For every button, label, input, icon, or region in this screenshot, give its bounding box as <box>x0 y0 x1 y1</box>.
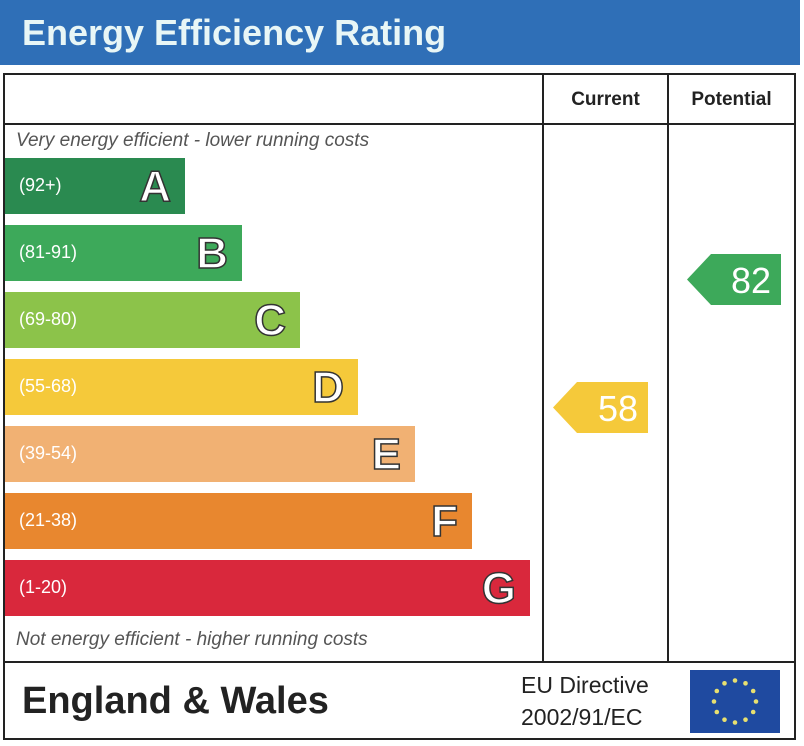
title-bar <box>0 0 800 65</box>
band-letter: C <box>253 295 286 346</box>
star <box>722 717 727 722</box>
divider <box>3 123 796 125</box>
star <box>750 709 756 715</box>
star <box>750 688 756 694</box>
star <box>714 709 720 715</box>
current-rating-value: 58 <box>597 388 638 429</box>
eu-flag-icon <box>690 670 780 733</box>
band-range: (39-54) <box>19 443 78 463</box>
band-range: (81-91) <box>19 242 78 262</box>
band-range: (69-80) <box>19 309 78 329</box>
band-F: (21-38) F <box>5 493 472 549</box>
divider <box>542 73 544 663</box>
region-label: England & Wales <box>22 680 329 722</box>
star <box>753 699 759 704</box>
divider <box>3 661 796 663</box>
band-letter: E <box>371 429 402 480</box>
band-B: (81-91) B <box>5 225 242 281</box>
star <box>711 699 717 704</box>
column-header-potential: Potential <box>691 89 772 110</box>
chart-title: Energy Efficiency Rating <box>22 12 447 53</box>
divider <box>667 73 669 663</box>
column-header-current: Current <box>571 89 640 110</box>
star <box>732 720 738 725</box>
directive-line2: 2002/91/EC <box>521 704 643 730</box>
band-letter: B <box>195 228 228 279</box>
band-letter: A <box>138 161 171 212</box>
rating-table <box>3 73 796 740</box>
directive-line1: EU Directive <box>521 672 649 698</box>
top-note: Very energy efficient - lower running co… <box>16 130 370 151</box>
band-range: (1-20) <box>19 577 68 597</box>
star <box>722 681 727 686</box>
band-letter: D <box>311 362 344 413</box>
band-range: (21-38) <box>19 510 78 530</box>
band-letter: F <box>430 496 458 547</box>
star <box>714 688 720 694</box>
band-D: (55-68) D <box>5 359 358 415</box>
band-E: (39-54) E <box>5 426 415 482</box>
band-letter: G <box>481 563 517 614</box>
star <box>743 717 748 722</box>
band-range: (55-68) <box>19 376 78 396</box>
bottom-note: Not energy efficient - higher running co… <box>16 629 368 650</box>
star <box>732 678 738 683</box>
band-A: (92+) A <box>5 158 185 214</box>
band-G: (1-20) G <box>5 560 530 616</box>
star <box>743 681 748 686</box>
band-C: (69-80) C <box>5 292 300 348</box>
potential-rating-value: 82 <box>730 260 771 301</box>
band-range: (92+) <box>19 175 62 195</box>
